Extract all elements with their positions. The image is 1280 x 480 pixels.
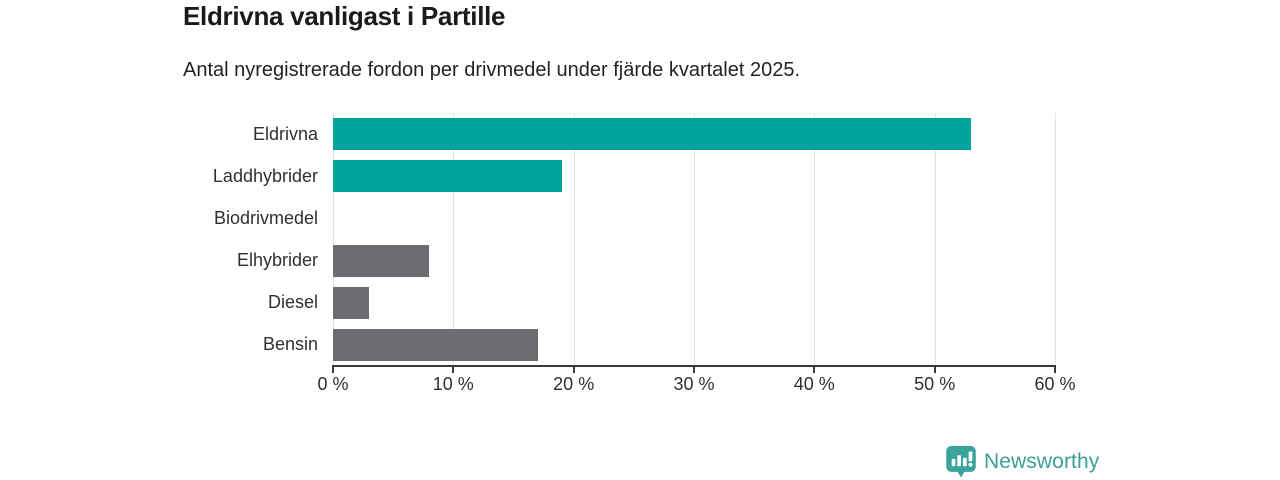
bar-row-elhybrider: [333, 240, 1055, 282]
bar-elhybrider: [333, 244, 430, 277]
plot-area: [333, 113, 1056, 366]
x-axis-tick-60: [1054, 365, 1056, 373]
x-axis-tick-0: [332, 365, 334, 373]
x-axis-tick-label-30: 30 %: [673, 374, 715, 394]
bar-row-diesel: [333, 282, 1055, 324]
bar-row-laddhybrider: [333, 155, 1055, 197]
x-axis-tick-label-40: 40 %: [793, 374, 835, 394]
category-label-bensin: Bensin: [262, 334, 318, 355]
chart-title: Eldrivna vanligast i Partille: [183, 1, 506, 31]
x-axis-tick-50: [933, 365, 936, 373]
x-axis-tick-label-20: 20 %: [553, 374, 595, 394]
category-label-elhybrider: Elhybrider: [236, 250, 318, 271]
category-label-laddhybrider: Laddhybrider: [212, 165, 318, 186]
bar-bensin: [333, 328, 538, 361]
gridline-20: [573, 113, 575, 366]
x-axis-tick-40: [813, 365, 816, 373]
gridline-40: [814, 113, 816, 366]
bar-diesel: [333, 286, 370, 319]
x-axis-tick-30: [693, 365, 695, 373]
bar-row-biodrivmedel: [333, 197, 1055, 239]
gridline-30: [694, 113, 695, 366]
category-label-biodrivmedel: Biodrivmedel: [213, 207, 318, 228]
gridline-10: [453, 113, 455, 366]
gridline-60: [1055, 113, 1056, 366]
category-label-diesel: Diesel: [267, 292, 318, 313]
x-axis-tick-label-50: 50 %: [914, 374, 956, 394]
x-axis-tick-label-10: 10 %: [432, 374, 474, 394]
x-axis-tick-20: [572, 365, 575, 373]
gridline-50: [934, 113, 936, 366]
x-axis-tick-10: [452, 365, 455, 373]
newsworthy-wordmark: Newsworthy: [984, 450, 1100, 473]
x-axis-tick-label-0: 0 %: [317, 374, 349, 394]
category-labels: Eldrivna Laddhybrider Biodrivmedel Elhybrid…: [120, 113, 318, 366]
newsworthy-logo: Newsworthy: [946, 446, 1099, 478]
bar-row-bensin: [333, 324, 1055, 366]
gridline-0: [333, 113, 334, 366]
chart-subtitle: Antal nyregistrerade fordon per drivmede…: [183, 59, 801, 81]
x-axis-tick-label-60: 60 %: [1034, 374, 1076, 394]
bar-laddhybrider: [333, 160, 562, 193]
newsworthy-bar-chart-bubble-icon: [946, 446, 976, 478]
bar-row-eldrivna: [333, 113, 1055, 155]
category-label-eldrivna: Eldrivna: [252, 123, 318, 144]
bar-eldrivna: [333, 118, 971, 150]
